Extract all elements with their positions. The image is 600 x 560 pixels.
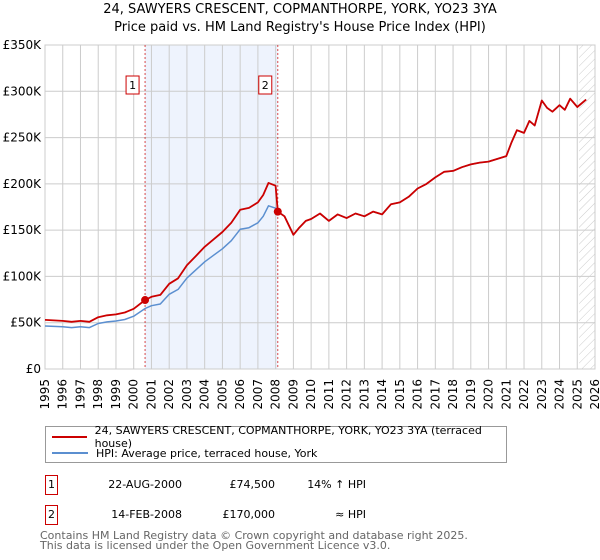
sale-date: 14-FEB-2008: [111, 508, 182, 521]
y-tick-label: £200K: [3, 177, 43, 191]
x-tick-label: 2006: [233, 379, 247, 410]
x-tick-label: 2003: [180, 379, 194, 410]
x-tick-label: 2024: [553, 379, 567, 410]
x-tick-label: 2004: [198, 379, 212, 410]
x-tick-label: 2020: [482, 379, 496, 410]
x-tick-label: 2025: [570, 379, 584, 410]
x-tick-label: 2000: [127, 379, 141, 410]
y-tick-label: £350K: [3, 38, 43, 52]
sale-hpi-comparison: 14% ↑ HPI: [307, 478, 366, 491]
x-tick-label: 2007: [251, 379, 265, 410]
footer-copyright: Contains HM Land Registry data © Crown c…: [40, 529, 468, 542]
x-tick-label: 1999: [109, 379, 123, 410]
sale-hpi-comparison: ≈ HPI: [335, 508, 366, 521]
x-tick-label: 2019: [464, 379, 478, 410]
y-tick-label: £150K: [3, 223, 43, 237]
x-tick-label: 1997: [73, 379, 87, 410]
x-tick-label: 2010: [304, 379, 318, 410]
x-tick-label: 2013: [357, 379, 371, 410]
footer-licence: This data is licensed under the Open Gov…: [40, 539, 391, 552]
legend-item-property: 24, SAWYERS CRESCENT, COPMANTHORPE, YORK…: [46, 424, 506, 450]
x-tick-label: 2018: [446, 379, 460, 410]
ownership-period-shade: [145, 45, 278, 369]
legend-swatch-red: [52, 436, 87, 438]
sale-label: 2: [262, 79, 269, 92]
footer: Contains HM Land Registry data © Crown c…: [40, 529, 468, 552]
x-tick-label: 2002: [162, 379, 176, 410]
sale-point: [141, 296, 150, 305]
sale-row: 2 14-FEB-2008 £170,000 ≈ HPI: [45, 505, 600, 525]
x-tick-label: 2014: [375, 379, 389, 410]
sale-marker: 2: [45, 505, 58, 525]
x-tick-label: 2023: [535, 379, 549, 410]
x-tick-label: 2022: [517, 379, 531, 410]
sale-point: [273, 207, 282, 216]
chart-subtitle: Price paid vs. HM Land Registry's House …: [114, 20, 486, 35]
x-tick-label: 1998: [91, 379, 105, 410]
chart-title: 24, SAWYERS CRESCENT, COPMANTHORPE, YORK…: [103, 2, 497, 17]
legend-item-hpi: HPI: Average price, terraced house, York: [46, 445, 317, 461]
forecast-hatch: [579, 45, 595, 369]
x-tick-label: 2026: [588, 379, 600, 410]
sale-label: 1: [129, 79, 136, 92]
x-tick-label: 2001: [144, 379, 158, 410]
x-tick-label: 2005: [215, 379, 229, 410]
sale-row: 1 22-AUG-2000 £74,500 14% ↑ HPI: [45, 475, 600, 495]
sale-price: £170,000: [222, 508, 276, 521]
y-tick-label: £50K: [10, 316, 42, 330]
x-tick-label: 1996: [56, 379, 70, 410]
plot-border: [44, 44, 596, 370]
x-tick-label: 2016: [411, 379, 425, 410]
x-tick-label: 1995: [38, 379, 52, 410]
x-tick-label: 2015: [393, 379, 407, 410]
sale-label-box: [125, 75, 140, 95]
y-tick-label: £0: [26, 362, 41, 376]
x-tick-label: 2021: [499, 379, 513, 410]
sale-marker: 1: [45, 475, 58, 495]
x-tick-label: 2011: [322, 379, 336, 410]
legend-label: 24, SAWYERS CRESCENT, COPMANTHORPE, YORK…: [94, 424, 482, 450]
legend-swatch-blue: [52, 452, 88, 454]
legend-label: HPI: Average price, terraced house, York: [96, 446, 318, 460]
sale-price: £74,500: [229, 478, 276, 491]
x-tick-label: 2017: [428, 379, 442, 410]
legend: 24, SAWYERS CRESCENT, COPMANTHORPE, YORK…: [45, 424, 507, 463]
x-tick-label: 2012: [340, 379, 354, 410]
y-tick-label: £250K: [3, 131, 43, 145]
x-tick-label: 2009: [286, 379, 300, 410]
sale-date: 22-AUG-2000: [108, 478, 182, 491]
y-tick-label: £100K: [3, 269, 43, 283]
y-tick-label: £300K: [3, 84, 43, 98]
sale-label-box: [258, 75, 273, 95]
x-tick-label: 2008: [269, 379, 283, 410]
